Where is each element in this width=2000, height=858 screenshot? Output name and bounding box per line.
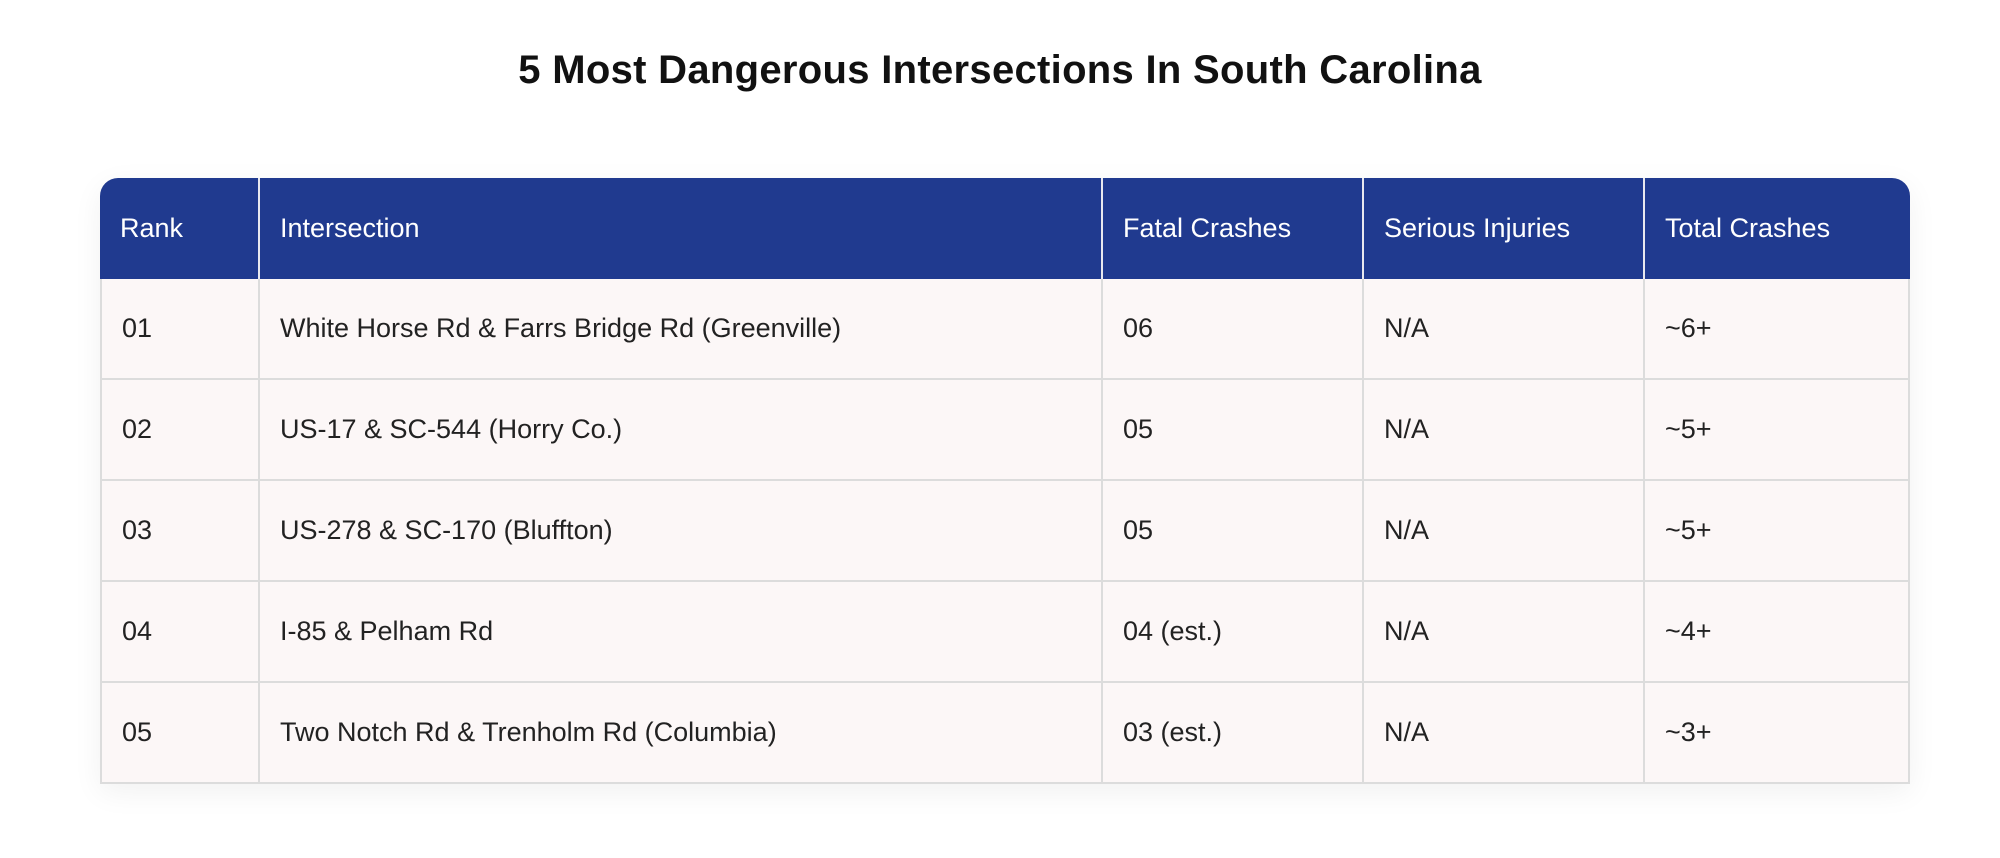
cell-rank: 02 <box>100 380 260 481</box>
cell-total-crashes: ~4+ <box>1645 582 1910 683</box>
cell-total-crashes: ~6+ <box>1645 279 1910 380</box>
page-title: 5 Most Dangerous Intersections In South … <box>518 48 1482 92</box>
cell-rank: 03 <box>100 481 260 582</box>
table-row: 05 Two Notch Rd & Trenholm Rd (Columbia)… <box>100 683 1910 784</box>
table-row: 01 White Horse Rd & Farrs Bridge Rd (Gre… <box>100 279 1910 380</box>
cell-rank: 01 <box>100 279 260 380</box>
cell-fatal-crashes: 05 <box>1103 380 1364 481</box>
header-serious-injuries: Serious Injuries <box>1364 178 1645 279</box>
cell-intersection: Two Notch Rd & Trenholm Rd (Columbia) <box>260 683 1103 784</box>
cell-total-crashes: ~5+ <box>1645 380 1910 481</box>
table-header: Rank Intersection Fatal Crashes Serious … <box>100 178 1910 279</box>
cell-rank: 04 <box>100 582 260 683</box>
table-body: 01 White Horse Rd & Farrs Bridge Rd (Gre… <box>100 279 1910 784</box>
cell-total-crashes: ~5+ <box>1645 481 1910 582</box>
cell-serious-injuries: N/A <box>1364 683 1645 784</box>
cell-intersection: US-278 & SC-170 (Bluffton) <box>260 481 1103 582</box>
cell-serious-injuries: N/A <box>1364 279 1645 380</box>
cell-fatal-crashes: 03 (est.) <box>1103 683 1364 784</box>
cell-intersection: White Horse Rd & Farrs Bridge Rd (Greenv… <box>260 279 1103 380</box>
cell-fatal-crashes: 06 <box>1103 279 1364 380</box>
cell-fatal-crashes: 05 <box>1103 481 1364 582</box>
cell-total-crashes: ~3+ <box>1645 683 1910 784</box>
intersections-table: Rank Intersection Fatal Crashes Serious … <box>100 178 1910 784</box>
intersections-table-container: Rank Intersection Fatal Crashes Serious … <box>100 178 1910 784</box>
cell-intersection: I-85 & Pelham Rd <box>260 582 1103 683</box>
header-intersection: Intersection <box>260 178 1103 279</box>
cell-fatal-crashes: 04 (est.) <box>1103 582 1364 683</box>
cell-intersection: US-17 & SC-544 (Horry Co.) <box>260 380 1103 481</box>
cell-serious-injuries: N/A <box>1364 582 1645 683</box>
header-rank: Rank <box>100 178 260 279</box>
header-row: Rank Intersection Fatal Crashes Serious … <box>100 178 1910 279</box>
cell-rank: 05 <box>100 683 260 784</box>
cell-serious-injuries: N/A <box>1364 481 1645 582</box>
table-row: 03 US-278 & SC-170 (Bluffton) 05 N/A ~5+ <box>100 481 1910 582</box>
cell-serious-injuries: N/A <box>1364 380 1645 481</box>
header-total-crashes: Total Crashes <box>1645 178 1910 279</box>
header-fatal-crashes: Fatal Crashes <box>1103 178 1364 279</box>
table-row: 02 US-17 & SC-544 (Horry Co.) 05 N/A ~5+ <box>100 380 1910 481</box>
table-row: 04 I-85 & Pelham Rd 04 (est.) N/A ~4+ <box>100 582 1910 683</box>
